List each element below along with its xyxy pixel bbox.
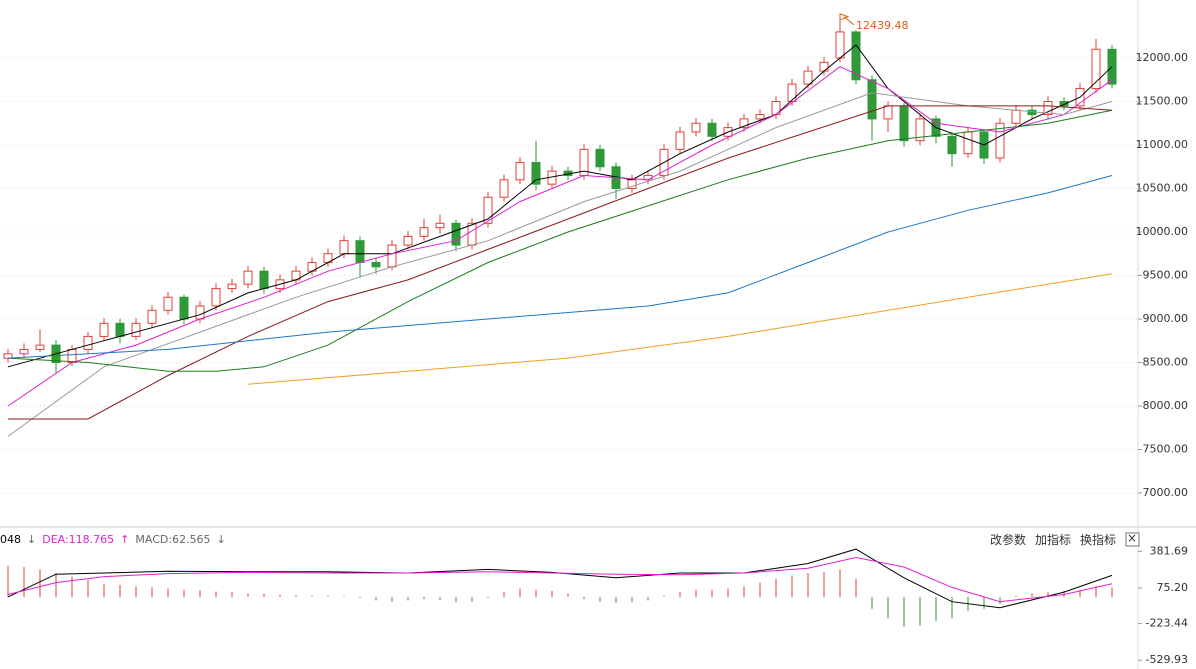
ma-line (8, 105, 1113, 420)
y-tick-label: 7000.00 (1143, 486, 1189, 499)
candle-body (531, 161, 541, 185)
candle-body (99, 322, 109, 337)
candle-body (835, 31, 845, 59)
candle-body (371, 261, 381, 268)
candle-body (707, 122, 717, 137)
y-tick-label: 9500.00 (1143, 269, 1189, 282)
candle-body (35, 344, 45, 350)
candle-body (739, 118, 749, 129)
close-box[interactable] (1125, 532, 1140, 547)
candle-body (1043, 101, 1053, 116)
y-tick-label: 8500.00 (1143, 355, 1189, 368)
y-tick-label: 10500.00 (1136, 182, 1189, 195)
y-tick-label: 381.69 (1150, 544, 1189, 557)
ma-line (247, 273, 1113, 385)
legend-entry: ↑ (120, 533, 129, 546)
peak-label: 12439.48 (856, 19, 909, 32)
candle-body (227, 283, 237, 290)
candle-body (947, 135, 957, 155)
legend-entry: DEA:118.765 (42, 533, 114, 546)
indicator-button[interactable]: 加指标 (1035, 533, 1072, 547)
y-tick-label: 7500.00 (1143, 442, 1189, 455)
candle-body (915, 118, 925, 142)
peak-arrow (843, 16, 855, 26)
candle-body (1059, 101, 1069, 107)
candle-body (755, 114, 765, 120)
y-tick-label: 11500.00 (1136, 95, 1189, 108)
ma-line (7, 44, 1113, 368)
candle-body (259, 270, 269, 290)
candle-body (195, 305, 205, 320)
candle-body (1091, 48, 1101, 89)
candle-body (467, 222, 477, 246)
y-tick-label: 8000.00 (1143, 399, 1189, 412)
candle-body (211, 288, 221, 307)
y-tick-label: 12000.00 (1136, 51, 1189, 64)
candle-body (19, 348, 29, 355)
ma-line (7, 556, 1113, 603)
candle-body (147, 309, 157, 324)
candle-body (803, 70, 813, 85)
candle-body (899, 105, 909, 142)
ma-line (7, 92, 1113, 437)
y-tick-label: -223.44 (1146, 617, 1188, 630)
y-tick-label: 11000.00 (1136, 138, 1189, 151)
y-tick-label: 75.20 (1157, 581, 1189, 594)
candle-body (163, 296, 173, 311)
candle-body (67, 348, 77, 363)
candle-body (595, 148, 605, 168)
candle-body (83, 335, 93, 350)
candle-body (851, 31, 861, 81)
candle-body (963, 131, 973, 155)
candle-body (419, 227, 429, 237)
legend-entry: MACD:62.565 (135, 533, 210, 546)
candle-body (675, 131, 685, 150)
ma-line (7, 548, 1113, 609)
candle-body (179, 296, 189, 320)
legend-entry: ↓ (27, 533, 36, 546)
candle-body (499, 179, 509, 198)
candle-body (483, 196, 493, 224)
ma-line (7, 109, 1113, 372)
candle-body (883, 105, 893, 120)
candle-body (819, 61, 829, 72)
candle-body (355, 240, 365, 263)
candle-body (995, 122, 1005, 159)
peak-flag (839, 13, 850, 21)
indicator-button[interactable]: 改参数 (990, 533, 1027, 547)
candle-body (1011, 109, 1021, 124)
indicator-button[interactable]: 换指标 (1080, 533, 1117, 547)
candle-body (691, 122, 701, 133)
legend-entry: 048 (0, 533, 21, 546)
y-tick-label: 9000.00 (1143, 312, 1189, 325)
candle-body (867, 79, 877, 120)
candle-body (115, 322, 125, 337)
candle-body (787, 83, 797, 103)
candle-body (515, 161, 525, 181)
ma-line (7, 175, 1113, 359)
candle-body (451, 222, 461, 246)
candle-body (131, 322, 141, 337)
candle-body (403, 235, 413, 246)
candle-body (339, 240, 349, 255)
legend-entry: ↓ (217, 533, 226, 546)
y-tick-label: -529.93 (1146, 653, 1188, 666)
candle-body (243, 270, 253, 285)
y-tick-label: 10000.00 (1136, 225, 1189, 238)
candle-body (387, 244, 397, 268)
indicator-button[interactable]: × (1127, 531, 1138, 545)
candle-body (435, 222, 445, 229)
ma-line (7, 66, 1113, 407)
